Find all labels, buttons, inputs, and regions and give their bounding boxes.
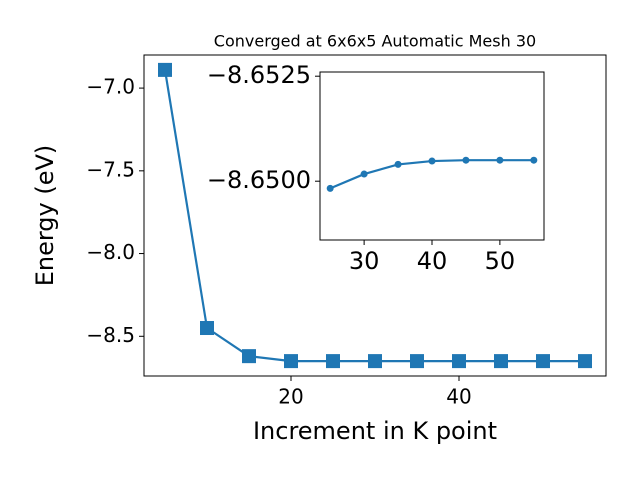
marker bbox=[428, 157, 436, 165]
y-tick-label: −8.0 bbox=[86, 240, 135, 264]
marker bbox=[200, 321, 214, 336]
plot-frame bbox=[319, 71, 545, 241]
marker bbox=[242, 349, 256, 364]
marker bbox=[368, 354, 382, 369]
y-axis-label: Energy (eV) bbox=[31, 145, 59, 287]
marker bbox=[578, 354, 592, 369]
marker bbox=[360, 170, 368, 178]
y-tick-label: −8.5 bbox=[86, 323, 135, 347]
marker bbox=[536, 354, 550, 369]
x-tick-label: 40 bbox=[446, 385, 471, 409]
marker bbox=[326, 354, 340, 369]
marker bbox=[158, 62, 172, 77]
x-tick-label: 40 bbox=[417, 247, 448, 275]
marker bbox=[284, 354, 298, 369]
y-tick-label: −8.6525 bbox=[207, 61, 311, 89]
plot-area bbox=[320, 72, 544, 240]
x-axis-label: Increment in K point bbox=[253, 417, 497, 445]
chart-title: Converged at 6x6x5 Automatic Mesh 30 bbox=[214, 32, 536, 51]
y-tick-label: −7.0 bbox=[86, 75, 135, 99]
x-tick-label: 30 bbox=[349, 247, 380, 275]
y-tick-label: −7.5 bbox=[86, 157, 135, 181]
x-tick-label: 50 bbox=[485, 247, 516, 275]
marker bbox=[494, 354, 508, 369]
x-tick-label: 20 bbox=[278, 385, 303, 409]
marker bbox=[452, 354, 466, 369]
marker bbox=[496, 156, 504, 164]
marker bbox=[530, 156, 538, 164]
marker bbox=[394, 160, 402, 168]
y-tick-label: −8.6500 bbox=[207, 166, 311, 194]
marker bbox=[326, 184, 334, 192]
marker bbox=[462, 156, 470, 164]
plot-frame bbox=[143, 54, 607, 377]
marker bbox=[410, 354, 424, 369]
